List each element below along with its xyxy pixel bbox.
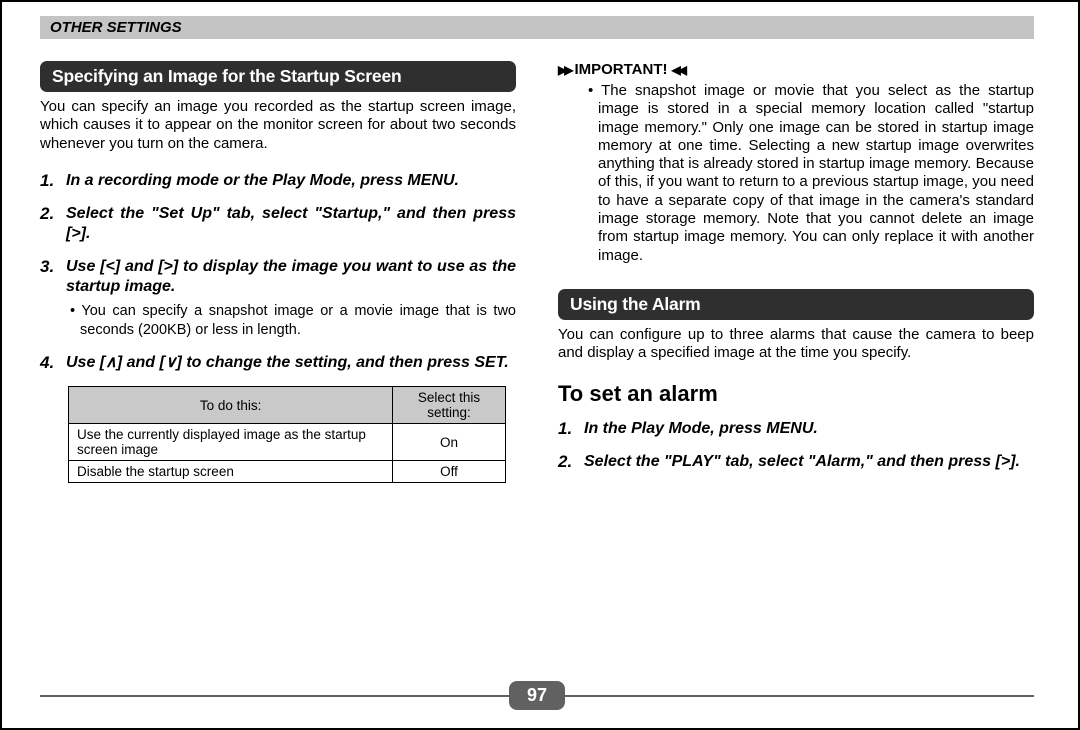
table-cell: Disable the startup screen <box>69 461 393 483</box>
right-column: ▶▶ IMPORTANT! ◀◀ The snapshot image or m… <box>558 61 1034 486</box>
table-header: To do this: <box>69 387 393 424</box>
step-4: Use [∧] and [∨] to change the setting, a… <box>40 353 516 373</box>
header-bar: OTHER SETTINGS <box>40 16 1034 39</box>
important-label: IMPORTANT! <box>574 61 667 78</box>
left-column: Specifying an Image for the Startup Scre… <box>40 61 516 486</box>
step-text: In the Play Mode, press MENU. <box>584 420 818 437</box>
table-cell: Off <box>393 461 506 483</box>
step-text: Use [<] and [>] to display the image you… <box>66 258 516 295</box>
alarm-intro: You can configure up to three alarms tha… <box>558 326 1034 363</box>
table-row: Disable the startup screen Off <box>69 461 506 483</box>
header-title: OTHER SETTINGS <box>50 19 182 36</box>
step-text: Select the "Set Up" tab, select "Startup… <box>66 205 516 242</box>
page-number-bar: 97 <box>2 681 1078 710</box>
startup-steps: In a recording mode or the Play Mode, pr… <box>40 171 516 372</box>
table-header-row: To do this: Select this setting: <box>69 387 506 424</box>
step-1: In a recording mode or the Play Mode, pr… <box>40 171 516 191</box>
table-row: Use the currently displayed image as the… <box>69 424 506 461</box>
step-text: Use [∧] and [∨] to change the setting, a… <box>66 354 509 371</box>
important-heading: ▶▶ IMPORTANT! ◀◀ <box>558 61 1034 78</box>
step-2: Select the "PLAY" tab, select "Alarm," a… <box>558 452 1034 472</box>
triangle-right-icon: ▶▶ <box>558 63 570 77</box>
divider-line <box>565 695 1034 697</box>
step-3: Use [<] and [>] to display the image you… <box>40 257 516 338</box>
subheading-set-alarm: To set an alarm <box>558 381 1034 407</box>
two-column-layout: Specifying an Image for the Startup Scre… <box>40 61 1034 486</box>
step-1: In the Play Mode, press MENU. <box>558 419 1034 439</box>
table-header: Select this setting: <box>393 387 506 424</box>
step-sub-bullet: You can specify a snapshot image or a mo… <box>66 302 516 338</box>
step-2: Select the "Set Up" tab, select "Startup… <box>40 204 516 243</box>
page-number: 97 <box>509 681 565 710</box>
settings-table: To do this: Select this setting: Use the… <box>68 386 506 483</box>
startup-intro: You can specify an image you recorded as… <box>40 98 516 153</box>
section-heading-alarm: Using the Alarm <box>558 289 1034 320</box>
step-text: Select the "PLAY" tab, select "Alarm," a… <box>584 453 1020 470</box>
triangle-left-icon: ◀◀ <box>672 63 684 77</box>
table-cell: On <box>393 424 506 461</box>
manual-page: OTHER SETTINGS Specifying an Image for t… <box>0 0 1080 730</box>
divider-line <box>40 695 509 697</box>
section-heading-startup: Specifying an Image for the Startup Scre… <box>40 61 516 92</box>
alarm-steps: In the Play Mode, press MENU. Select the… <box>558 419 1034 472</box>
important-body: The snapshot image or movie that you sel… <box>558 82 1034 265</box>
step-text: In a recording mode or the Play Mode, pr… <box>66 172 459 189</box>
table-cell: Use the currently displayed image as the… <box>69 424 393 461</box>
